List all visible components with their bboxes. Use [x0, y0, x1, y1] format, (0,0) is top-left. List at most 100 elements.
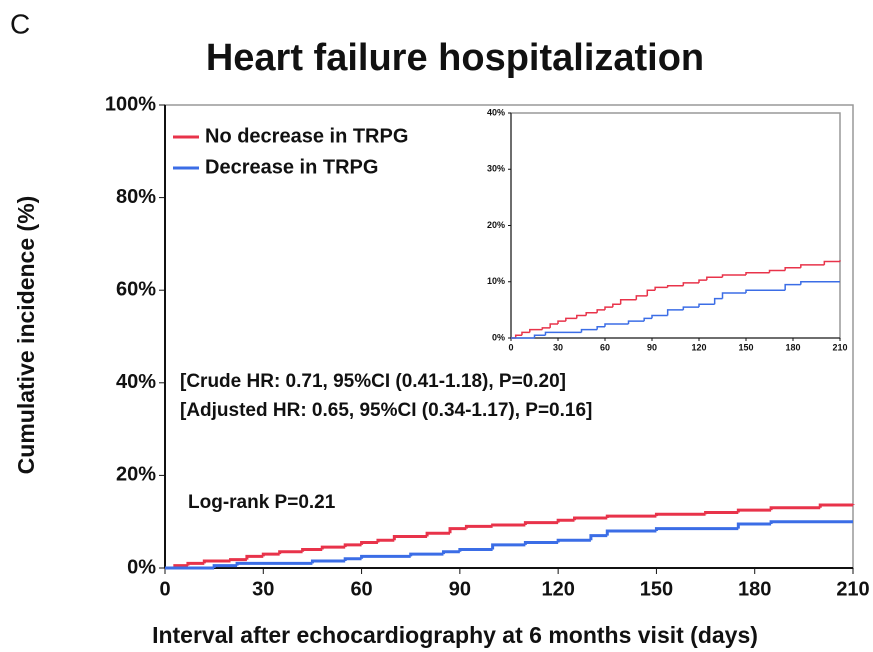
line-step: [604, 306, 613, 310]
line-step: [604, 323, 629, 327]
x-tick-label: 210: [832, 343, 847, 353]
line-step: [769, 506, 821, 511]
y-tick-label: 30%: [487, 164, 505, 174]
line-step: [643, 317, 652, 322]
y-tick-label: 10%: [487, 276, 505, 286]
y-axis-label: Cumulative incidence (%): [13, 196, 39, 475]
line-step: [698, 279, 707, 283]
line-step: [654, 512, 706, 517]
line-step: [310, 559, 346, 564]
line-step: [580, 328, 598, 333]
line-step: [521, 331, 530, 336]
line-step: [666, 284, 684, 288]
line-step: [682, 306, 699, 310]
line-step: [556, 538, 591, 543]
line-step: [682, 282, 699, 286]
line-step: [698, 303, 715, 308]
line-step: [261, 552, 280, 557]
line-step: [320, 545, 346, 550]
line-step: [721, 292, 746, 299]
y-tick-label: 20%: [116, 464, 156, 486]
line-step: [212, 564, 238, 568]
y-tick-label: 80%: [116, 186, 156, 208]
legend-label: Decrease in TRPG: [205, 156, 378, 178]
line-step: [800, 281, 840, 285]
line-step: [448, 527, 467, 534]
line-step: [343, 557, 362, 562]
line-step: [736, 522, 772, 529]
line-step: [646, 289, 656, 296]
line-step: [605, 529, 657, 536]
line-step: [557, 320, 566, 324]
line-step: [360, 554, 411, 559]
line-step: [635, 295, 648, 300]
panel-label: C: [10, 8, 30, 39]
line-step: [464, 524, 493, 529]
line-step: [278, 550, 303, 555]
line-step: [186, 561, 205, 566]
y-tick-label: 0%: [492, 332, 505, 342]
line-step: [202, 559, 231, 564]
line-step: [549, 323, 558, 328]
line-step: [706, 276, 723, 281]
x-axis-label: Interval after echocardiography at 6 mon…: [152, 622, 758, 648]
line-step: [514, 334, 522, 338]
line-step: [376, 538, 395, 543]
annotation: Log-rank P=0.21: [188, 492, 336, 513]
line-step: [585, 311, 598, 316]
line-step: [573, 516, 608, 521]
x-tick-label: 120: [691, 343, 706, 353]
line-step: [409, 552, 444, 557]
inset-background: [511, 113, 840, 338]
line-step: [651, 314, 668, 319]
x-tick-label: 90: [647, 343, 657, 353]
line-step: [800, 264, 825, 268]
x-tick-label: 150: [640, 578, 673, 600]
y-tick-label: 40%: [487, 107, 505, 117]
y-tick-label: 100%: [105, 93, 156, 115]
y-tick-label: 0%: [127, 556, 156, 578]
line-step: [533, 334, 546, 338]
line-step: [596, 309, 605, 313]
line-step: [458, 547, 493, 552]
x-tick-label: 0: [159, 578, 170, 600]
line-step: [541, 327, 551, 330]
x-tick-label: 30: [553, 343, 563, 353]
annotation: [Crude HR: 0.71, 95%CI (0.41-1.18), P=0.…: [180, 371, 566, 392]
line-step: [301, 547, 323, 552]
line-step: [229, 558, 247, 562]
x-tick-label: 30: [252, 578, 274, 600]
line-step: [784, 283, 801, 291]
x-tick-label: 150: [738, 343, 753, 353]
x-tick-label: 180: [785, 343, 800, 353]
line-step: [769, 520, 853, 525]
x-tick-label: 60: [350, 578, 372, 600]
x-tick-label: 180: [738, 578, 771, 600]
line-step: [245, 554, 264, 560]
x-tick-label: 210: [836, 578, 869, 600]
x-tick-label: 0: [508, 343, 513, 353]
line-step: [704, 510, 739, 515]
line-step: [612, 303, 621, 308]
line-step: [565, 317, 577, 322]
line-step: [596, 326, 605, 330]
x-tick-label: 120: [541, 578, 574, 600]
line-step: [343, 543, 362, 548]
line-step: [823, 260, 840, 265]
line-step: [745, 272, 770, 275]
line-step: [784, 266, 801, 271]
x-tick-label: 90: [449, 578, 471, 600]
chart-title: Heart failure hospitalization: [206, 37, 704, 79]
line-step: [627, 320, 645, 324]
y-tick-label: 20%: [487, 220, 505, 230]
line-step: [589, 534, 608, 541]
line-step: [713, 297, 723, 305]
y-tick-label: 60%: [116, 278, 156, 300]
line-step: [768, 269, 786, 273]
line-step: [818, 503, 853, 508]
line-step: [491, 543, 526, 550]
line-step: [491, 523, 526, 527]
line-step: [235, 561, 313, 566]
line-step: [736, 508, 772, 513]
line-step: [360, 541, 378, 545]
